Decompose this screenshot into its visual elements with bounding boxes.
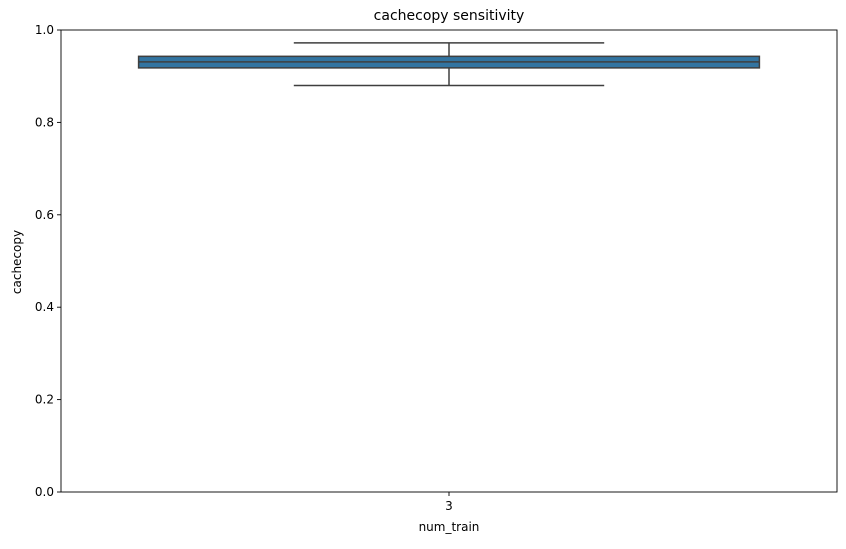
y-tick-label: 0.0 — [35, 485, 54, 499]
plot-layer — [137, 42, 761, 87]
box-group-3 — [137, 42, 761, 87]
y-tick-label: 0.4 — [35, 300, 54, 314]
y-tick-label: 1.0 — [35, 23, 54, 37]
axis-layer: 0.0 0.2 0.4 0.6 0.8 1.0 3 — [35, 23, 838, 513]
y-tick-label: 0.2 — [35, 393, 54, 407]
y-tick-label: 0.8 — [35, 115, 54, 129]
x-tick-label: 3 — [445, 499, 453, 513]
y-axis-label: cachecopy — [10, 230, 24, 294]
y-tick-label: 0.6 — [35, 208, 54, 222]
x-axis-label: num_train — [419, 520, 480, 534]
axes-frame — [60, 29, 838, 493]
chart-title: cachecopy sensitivity — [374, 8, 525, 24]
